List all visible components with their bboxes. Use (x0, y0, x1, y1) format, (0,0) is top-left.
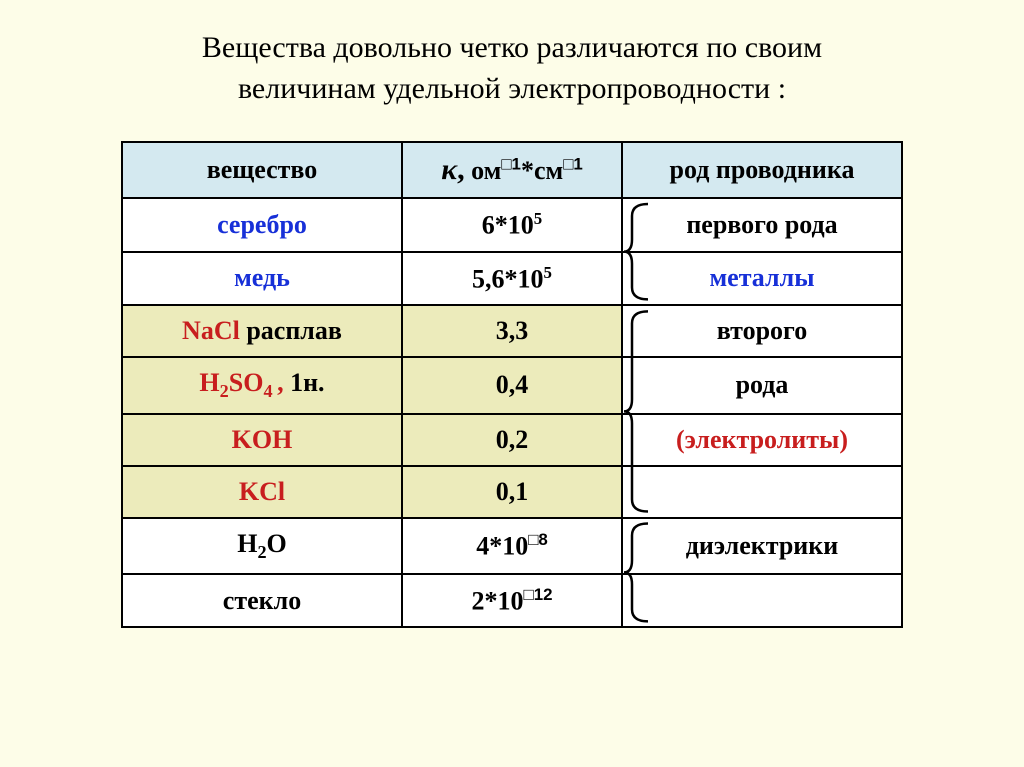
cell-kind: (электролиты) (622, 414, 902, 466)
cell-kind: второго (622, 305, 902, 357)
cell-kappa: 6*105 (402, 198, 622, 252)
kappa-unit: ом□1*см□1 (471, 156, 583, 185)
cell-kappa: 3,3 (402, 305, 622, 357)
header-kind: род проводника (622, 142, 902, 198)
cell-kappa: 0,1 (402, 466, 622, 518)
cell-substance: H2SO4 , 1н. (122, 357, 402, 413)
cell-kappa: 2*10□12 (402, 574, 622, 628)
cell-kind: металлы (622, 252, 902, 306)
conductivity-table: вещество κ, ом□1*см□1 род проводника сер… (121, 141, 903, 628)
cell-kappa: 4*10□8 (402, 518, 622, 574)
cell-substance: медь (122, 252, 402, 306)
table-row: KCl 0,1 (122, 466, 902, 518)
cell-kappa: 0,4 (402, 357, 622, 413)
kappa-symbol: κ (441, 153, 457, 186)
table-row: H2O 4*10□8 диэлектрики (122, 518, 902, 574)
cell-kind: рода (622, 357, 902, 413)
cell-kappa: 5,6*105 (402, 252, 622, 306)
cell-substance: KOH (122, 414, 402, 466)
table-row: H2SO4 , 1н. 0,4 рода (122, 357, 902, 413)
title-line-2: величинам удельной электропроводности : (238, 72, 786, 105)
table-body: серебро 6*105 первого рода медь 5,6*105 … (122, 198, 902, 627)
table-row: серебро 6*105 первого рода (122, 198, 902, 252)
cell-kind (622, 466, 902, 518)
cell-kind (622, 574, 902, 628)
cell-substance: KCl (122, 466, 402, 518)
title-line-1: Вещества довольно четко различаются по с… (202, 31, 822, 64)
table-row: медь 5,6*105 металлы (122, 252, 902, 306)
header-substance: вещество (122, 142, 402, 198)
cell-kappa: 0,2 (402, 414, 622, 466)
header-kappa: κ, ом□1*см□1 (402, 142, 622, 198)
page-title: Вещества довольно четко различаются по с… (202, 28, 822, 109)
table-row: стекло 2*10□12 (122, 574, 902, 628)
cell-substance: NaCl расплав (122, 305, 402, 357)
table-container: вещество κ, ом□1*см□1 род проводника сер… (121, 141, 903, 628)
cell-substance: серебро (122, 198, 402, 252)
cell-kind: первого рода (622, 198, 902, 252)
table-row: NaCl расплав 3,3 второго (122, 305, 902, 357)
cell-substance: H2O (122, 518, 402, 574)
table-row: KOH 0,2 (электролиты) (122, 414, 902, 466)
cell-kind: диэлектрики (622, 518, 902, 574)
cell-substance: стекло (122, 574, 402, 628)
